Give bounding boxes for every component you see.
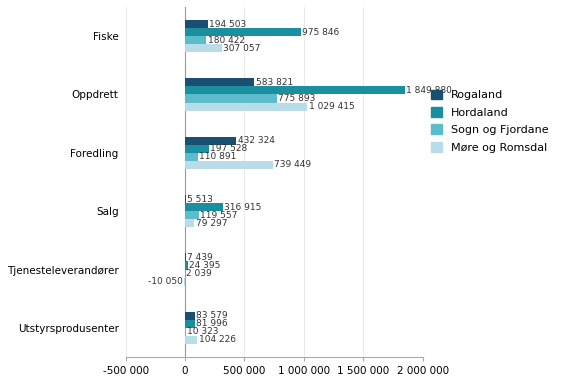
Legend: Rogaland, Hordaland, Sogn og Fjordane, Møre og Romsdal: Rogaland, Hordaland, Sogn og Fjordane, M… <box>431 90 549 153</box>
Bar <box>185 254 186 262</box>
Text: 180 422: 180 422 <box>208 36 245 45</box>
Bar <box>185 161 273 169</box>
Text: 194 503: 194 503 <box>210 20 247 28</box>
Text: 24 395: 24 395 <box>189 261 221 270</box>
Text: 7 439: 7 439 <box>187 253 213 262</box>
Text: 83 579: 83 579 <box>196 311 228 320</box>
Bar <box>185 211 199 219</box>
Bar <box>185 219 194 227</box>
Bar <box>185 312 195 320</box>
Bar <box>185 262 188 270</box>
Bar <box>185 103 308 111</box>
Bar <box>185 20 208 28</box>
Bar <box>184 278 185 286</box>
Bar <box>185 95 277 103</box>
Bar <box>185 145 208 153</box>
Text: 1 029 415: 1 029 415 <box>309 102 355 111</box>
Text: 197 528: 197 528 <box>210 144 247 153</box>
Text: 775 893: 775 893 <box>278 94 316 103</box>
Bar <box>185 137 237 145</box>
Bar <box>185 203 222 211</box>
Text: 2 039: 2 039 <box>187 269 212 278</box>
Bar <box>185 87 405 95</box>
Text: 10 323: 10 323 <box>187 327 219 336</box>
Text: 110 891: 110 891 <box>200 152 237 161</box>
Text: 81 996: 81 996 <box>196 319 228 328</box>
Text: 104 226: 104 226 <box>198 336 235 344</box>
Bar <box>185 336 197 344</box>
Text: 975 846: 975 846 <box>302 28 339 37</box>
Text: 432 324: 432 324 <box>238 136 275 145</box>
Bar <box>185 320 195 328</box>
Bar <box>185 153 198 161</box>
Text: -10 050: -10 050 <box>148 277 183 286</box>
Text: 1 849 880: 1 849 880 <box>406 86 452 95</box>
Text: 5 513: 5 513 <box>187 195 212 203</box>
Bar <box>185 36 207 44</box>
Bar <box>185 44 221 52</box>
Text: 119 557: 119 557 <box>200 211 238 220</box>
Bar <box>185 79 254 87</box>
Text: 316 915: 316 915 <box>224 203 261 212</box>
Text: 79 297: 79 297 <box>195 219 227 228</box>
Text: 307 057: 307 057 <box>222 44 260 53</box>
Text: 739 449: 739 449 <box>274 160 311 169</box>
Bar <box>185 328 186 336</box>
Bar <box>185 28 301 36</box>
Text: 583 821: 583 821 <box>255 78 293 87</box>
